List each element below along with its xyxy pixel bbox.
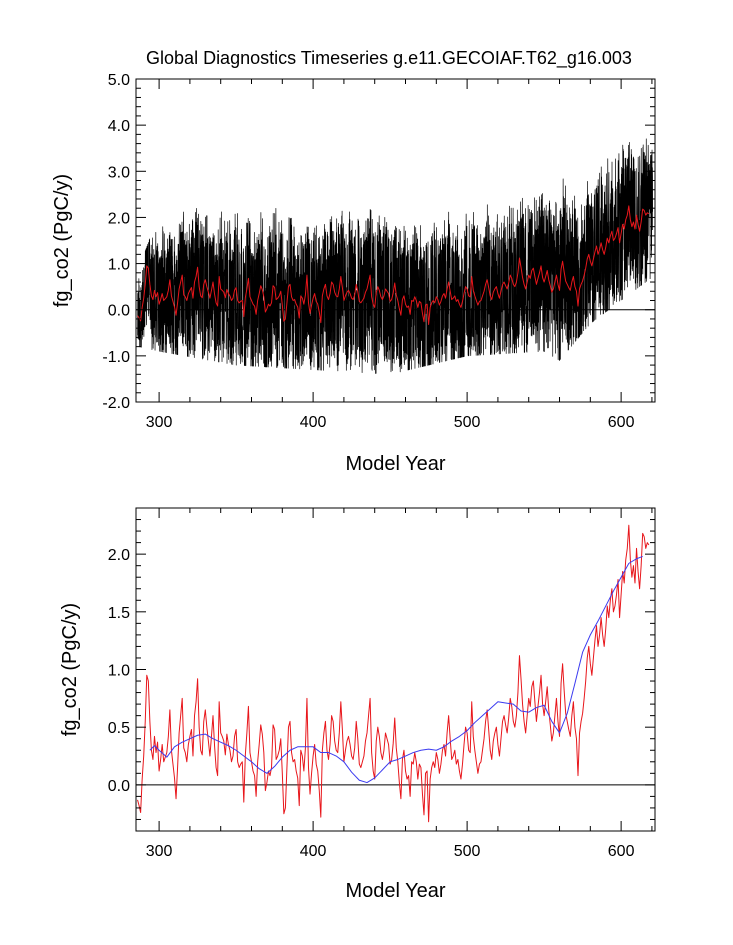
x-axis-label: Model Year <box>345 880 445 902</box>
x-axis-label: Model Year <box>345 453 445 475</box>
x-tick-label: 600 <box>608 843 635 860</box>
y-tick-label: 2.0 <box>108 547 130 564</box>
plot-frame <box>135 78 656 403</box>
y-tick-label: 5.0 <box>108 72 130 89</box>
y-tick-label: 4.0 <box>108 118 130 135</box>
x-tick-label: 400 <box>300 843 327 860</box>
top-panel: 300 400 500 600 Model Year -2.0 -1.0 0.0 1.0 2.0 3… <box>51 72 656 475</box>
y-tick-label: 0.5 <box>108 720 130 737</box>
plot-area <box>136 138 655 374</box>
x-tick-label: 500 <box>454 843 481 860</box>
y-tick-label: 0.0 <box>108 303 130 320</box>
plot-frame <box>135 507 656 832</box>
x-tick-label: 300 <box>146 843 173 860</box>
x-tick-label: 400 <box>300 414 327 431</box>
x-tick-label: 500 <box>454 414 481 431</box>
figure-title: Global Diagnostics Timeseries g.e11.GECO… <box>146 48 632 69</box>
plot-area <box>136 524 655 823</box>
series-monthly-fg-co2 <box>137 138 654 374</box>
series-annual-mean-fg-co2 <box>137 524 650 823</box>
y-tick-label: 1.0 <box>108 663 130 680</box>
bottom-panel: 300 400 500 600 Model Year 0.0 0.5 1.0 1.5 2.0 fg_… <box>59 507 656 902</box>
y-tick-label: 2.0 <box>108 210 130 227</box>
y-axis-label: fg_co2 (PgC/y) <box>59 603 81 736</box>
y-tick-label: 0.0 <box>108 778 130 795</box>
y-axis-label: fg_co2 (PgC/y) <box>51 174 73 307</box>
y-tick-label: 3.0 <box>108 164 130 181</box>
series-annual-mean-fg-co2 <box>137 205 650 325</box>
y-tick-label: -1.0 <box>102 349 130 366</box>
y-tick-label: 1.0 <box>108 257 130 274</box>
x-tick-label: 600 <box>608 414 635 431</box>
y-tick-label: 1.5 <box>108 605 130 622</box>
y-tick-label: -2.0 <box>102 395 130 412</box>
series-smoothed-fg-co2 <box>149 555 643 784</box>
x-tick-label: 300 <box>146 414 173 431</box>
